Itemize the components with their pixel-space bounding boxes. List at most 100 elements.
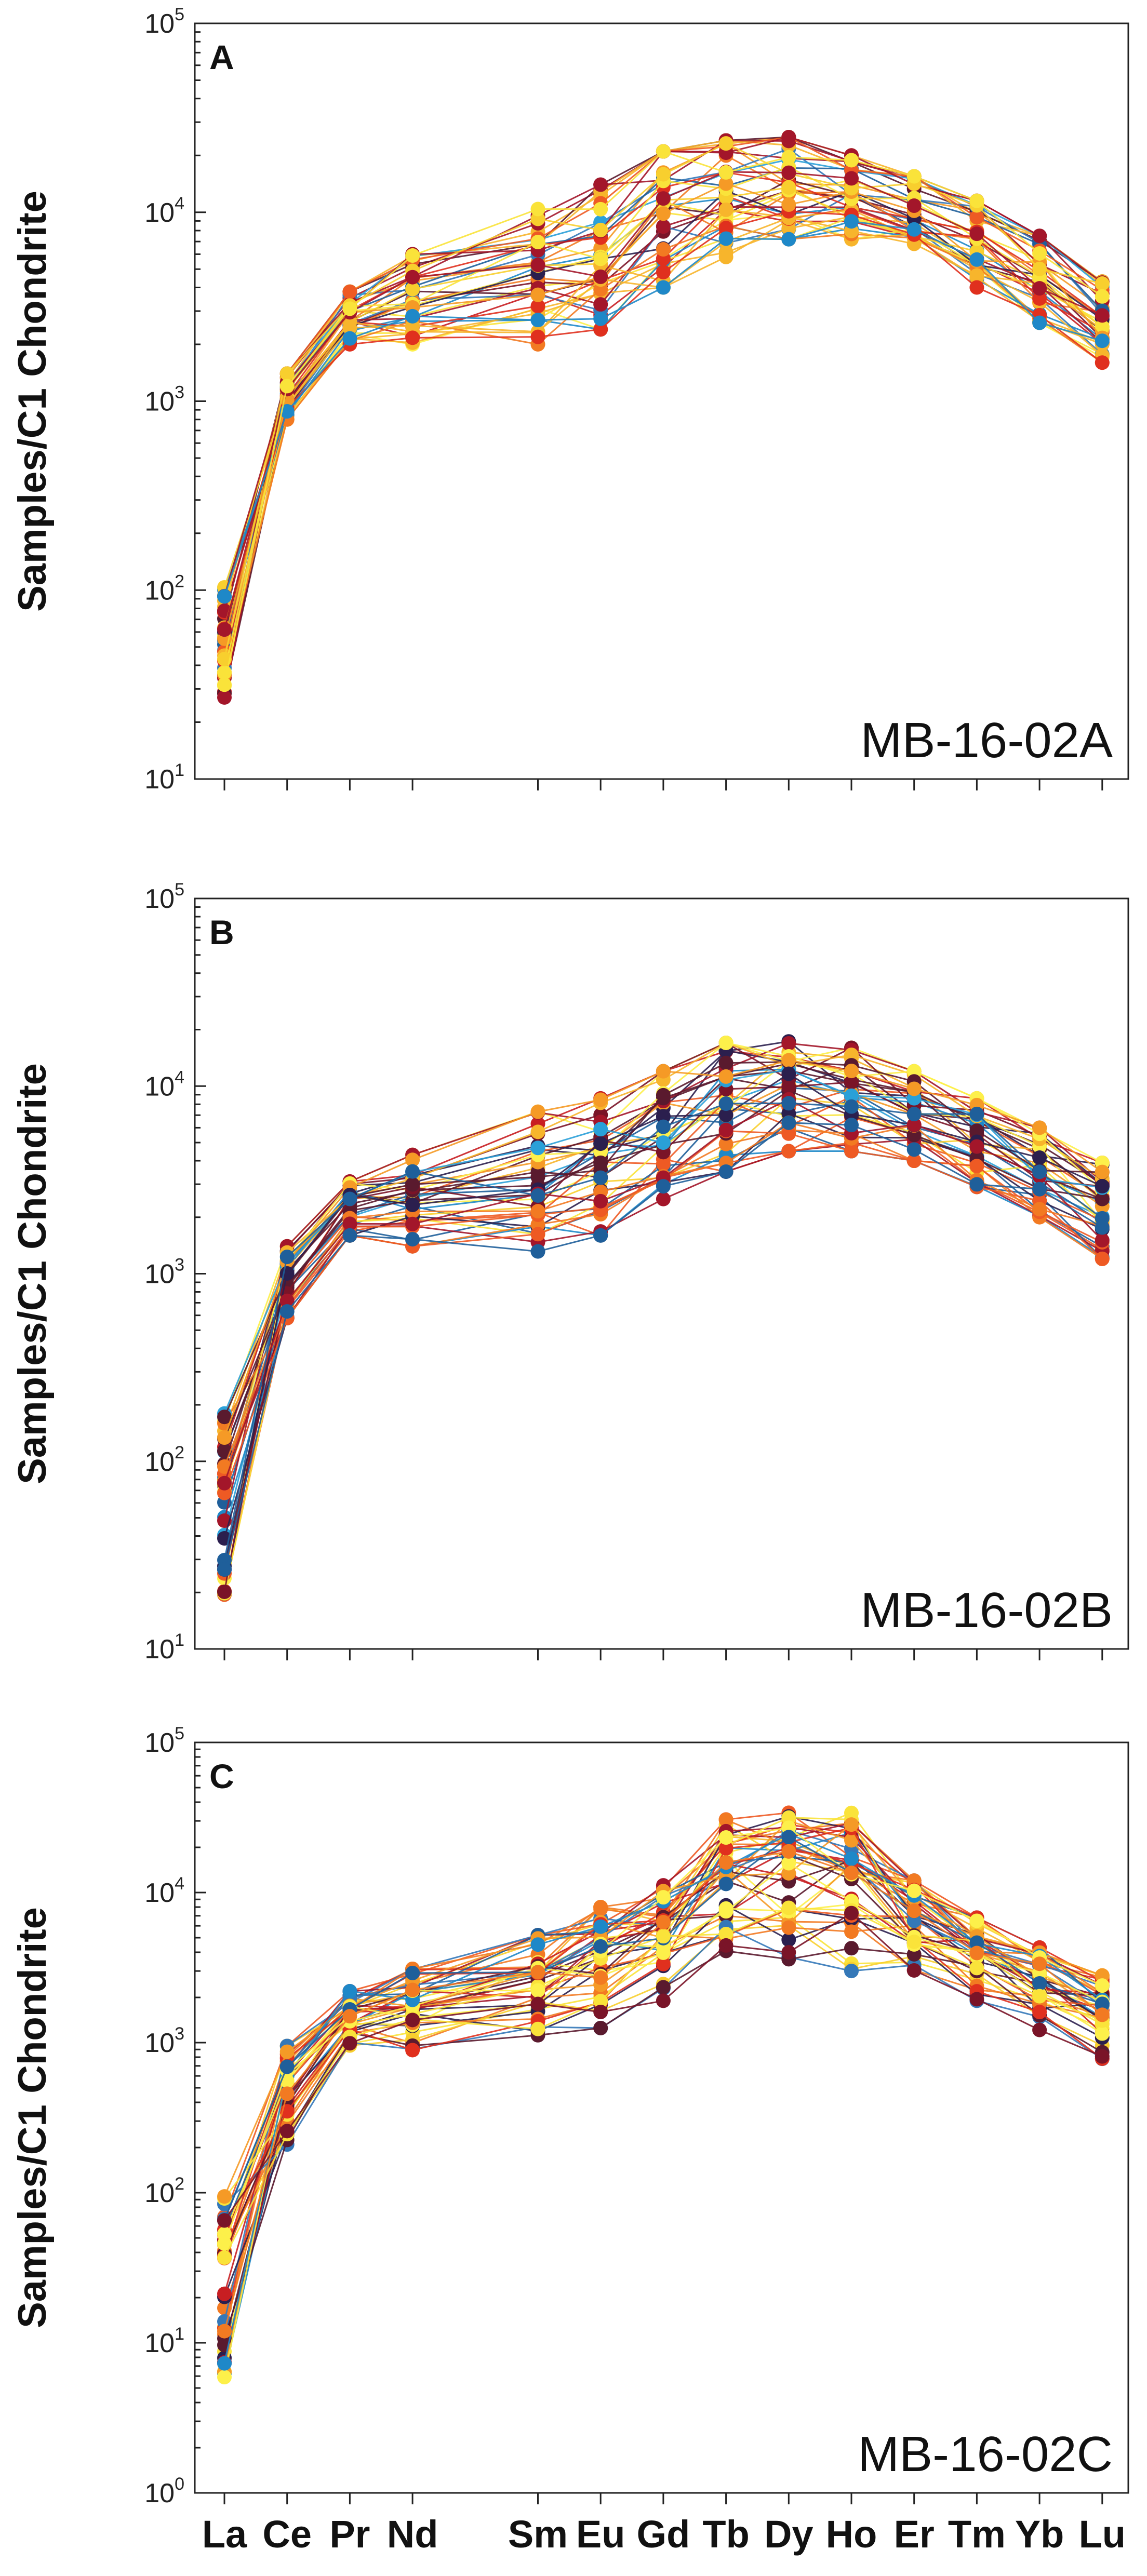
data-point [969,1107,984,1121]
data-point [280,2086,295,2101]
data-point [907,1884,922,1898]
data-point [531,258,545,272]
y-tick-label: 101 [144,2324,184,2358]
data-point [593,312,608,326]
data-point [593,202,608,217]
data-point [531,1188,545,1203]
data-point [405,2043,420,2057]
data-point [969,1913,984,1928]
data-point [656,219,671,234]
data-point [781,166,796,180]
data-point [656,1192,671,1206]
data-point [907,1142,922,1157]
data-point [531,1170,545,1184]
data-point [342,2036,357,2050]
y-tick-label: 105 [144,5,184,39]
data-point [217,2213,232,2228]
data-point [656,1120,671,1134]
data-point [719,1876,733,1891]
data-point [719,165,733,180]
data-point [1095,289,1110,304]
data-point [719,1164,733,1179]
data-point [781,197,796,212]
data-point [593,1122,608,1136]
y-tick-label: 104 [144,1067,184,1102]
data-point [1032,1150,1047,1165]
data-point [969,1992,984,2006]
x-tick-label: Ho [826,2513,877,2556]
x-tick-label: Nd [387,2513,438,2556]
data-point [1095,308,1110,323]
y-tick-label: 101 [144,1630,184,1665]
data-point [217,2370,232,2384]
data-point [593,2005,608,2019]
data-point [217,1476,232,1491]
data-point [593,2021,608,2035]
data-point [907,1935,922,1949]
data-point [1032,1202,1047,1216]
data-point [217,1562,232,1577]
data-point [280,2124,295,2138]
data-point [969,1139,984,1154]
panel-letter: A [209,38,234,76]
data-point [656,1088,671,1103]
data-point [531,1227,545,1241]
y-tick-label: 103 [144,383,184,417]
data-point [656,1980,671,1994]
data-point [719,136,733,151]
data-point [531,330,545,344]
data-point [405,248,420,263]
data-point [781,1096,796,1110]
data-point [969,1159,984,1173]
data-point [531,1937,545,1952]
data-point [531,2022,545,2036]
data-point [531,1124,545,1139]
data-point [844,171,859,185]
plot-frame [195,1742,1128,2493]
data-point [719,250,733,264]
data-point [656,1179,671,1193]
data-point [907,1081,922,1096]
data-point [1032,262,1047,276]
data-point [1095,1220,1110,1235]
x-tick-label: Dy [764,2513,813,2556]
panel-letter: B [209,913,234,951]
data-point [342,2009,357,2023]
data-point [593,1902,608,1916]
data-point [342,1228,357,1243]
data-point [656,280,671,295]
data-point [781,1080,796,1094]
data-point [593,1194,608,1209]
data-point [280,2059,295,2074]
data-point [593,178,608,192]
data-point [405,2013,420,2027]
data-point [844,1099,859,1114]
data-point [342,301,357,316]
data-point [405,1217,420,1231]
data-point [907,1903,922,1918]
data-point [342,331,357,346]
data-point [593,1939,608,1954]
data-point [656,1915,671,1929]
data-point [781,130,796,144]
data-point [217,622,232,637]
sample-label: MB-16-02C [858,2426,1113,2482]
x-tick-label: Tm [948,2513,1006,2556]
data-point [844,1852,859,1866]
data-point [1095,333,1110,348]
data-point [781,1053,796,1068]
data-point [531,1244,545,1259]
data-point [1032,281,1047,296]
data-point [656,242,671,257]
y-tick-label: 105 [144,880,184,914]
data-point [593,1970,608,1985]
series-group [217,130,1110,705]
data-point [719,1096,733,1111]
data-point [656,265,671,279]
y-axis-label: Samples/C1 Chondrite [10,1907,55,2328]
data-point [1095,1978,1110,1993]
data-point [593,251,608,266]
data-point [969,280,984,295]
data-point [719,1036,733,1050]
data-point [531,288,545,302]
